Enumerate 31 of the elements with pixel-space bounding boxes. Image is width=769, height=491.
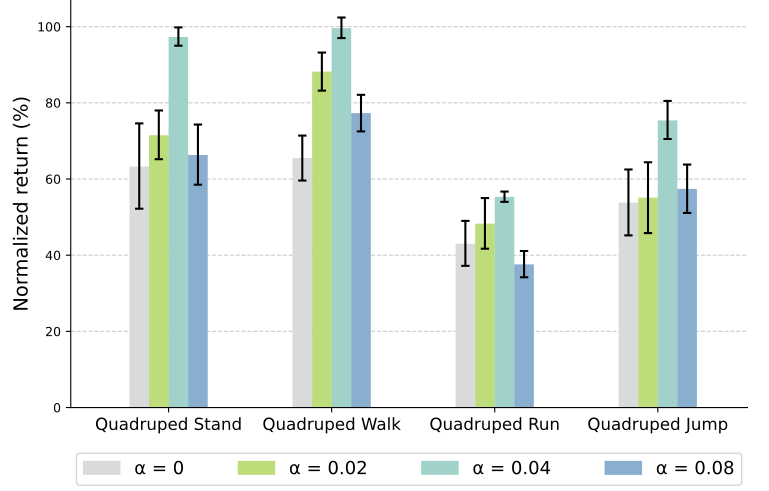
bar [168, 36, 188, 408]
bar [494, 196, 514, 408]
bar [456, 244, 476, 408]
bar [658, 120, 678, 408]
y-tick-label: 80 [46, 98, 60, 108]
bar [188, 155, 208, 408]
x-tick-label: Quadruped Walk [263, 417, 401, 434]
bar [312, 72, 332, 408]
x-tick-label: Quadruped Jump [588, 417, 728, 434]
bar [292, 158, 312, 408]
legend-label: α = 0 [135, 460, 184, 474]
bar [475, 224, 495, 408]
legend-label: α = 0.02 [290, 460, 366, 474]
y-tick-label: 20 [46, 326, 60, 336]
bar [351, 113, 371, 408]
y-tick-label: 0 [54, 403, 60, 412]
bar [332, 28, 352, 408]
legend-label: α = 0.04 [473, 460, 550, 474]
bar [618, 202, 638, 408]
bar [638, 198, 658, 408]
y-tick-label: 100 [38, 22, 60, 32]
bar [129, 166, 150, 408]
y-tick-label: 60 [46, 174, 60, 184]
y-tick-label: 40 [46, 250, 60, 260]
legend-label: α = 0.08 [656, 460, 734, 474]
x-tick-label: Quadruped Run [430, 417, 559, 434]
bar [677, 188, 697, 408]
y-axis-title: Normalized return (%) [12, 98, 30, 310]
x-tick-label: Quadruped Stand [96, 417, 241, 434]
bar [514, 264, 534, 408]
bar [149, 135, 169, 408]
